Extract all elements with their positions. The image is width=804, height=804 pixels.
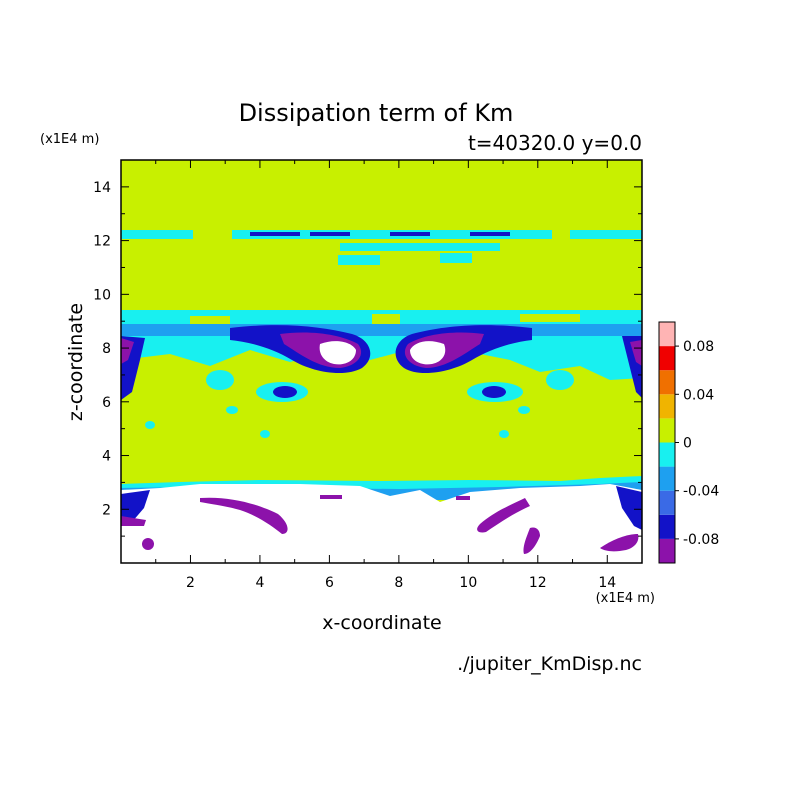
vortex-right-core [410,341,446,365]
colorbar-tick-label: -0.08 [683,532,719,548]
colorbar-swatch [659,490,675,515]
mid-blob [260,430,270,438]
x-unit-label: (x1E4 m) [596,591,655,606]
low-eddy [523,527,540,554]
colorbar-tick-label: 0.08 [683,339,714,355]
band-9-gap [190,316,230,324]
band-12-cyan-right [570,230,642,239]
low-eddy [200,497,288,534]
colorbar-swatch [659,418,675,443]
band-12-blue [310,232,350,236]
x-tick-label: 6 [325,575,334,591]
band-12-cyan [121,230,193,239]
chart-title: Dissipation term of Km [239,99,514,127]
low-eddy [600,534,639,552]
x-tick-label: 2 [186,575,195,591]
colorbar-tick-label: 0.04 [683,387,714,403]
colorbar-swatch [659,322,675,347]
y-tick-label: 2 [102,502,111,518]
vortex-left [230,325,371,374]
band-12-cyan-lower [340,243,500,251]
x-axis: 2 4 6 8 10 12 14 [155,160,616,591]
band-12-blue [250,232,300,236]
mid-blob [145,421,155,429]
mid-blob [546,370,574,390]
colorbar-swatch [659,370,675,395]
colorbar-swatch [659,466,675,491]
x-tick-label: 4 [255,575,264,591]
mid-level-features [145,370,574,438]
band-12-cyan-lower2 [338,255,380,265]
y-tick-label: 4 [102,449,111,465]
vortex-right [395,325,532,374]
mid-blob [499,430,509,438]
band-8-cyan-lower [121,336,642,380]
low-eddy-small [456,496,470,500]
y-tick-label: 8 [102,341,111,357]
y-tick-label: 12 [93,234,111,250]
low-eddy-small [320,495,342,499]
right-edge-purple [630,340,642,366]
x-tick-label: 14 [598,575,616,591]
band-9-gap [372,314,400,324]
source-file-label: ./jupiter_KmDisp.nc [457,653,642,675]
mid-blob [226,406,238,414]
plot-area [121,160,642,563]
plot-frame [120,159,643,564]
low-eddy [142,538,154,550]
low-right-blue [616,486,642,530]
mid-blob-blue [273,386,297,398]
colorbar-swatch [659,442,675,467]
colorbar-swatch [659,346,675,371]
low-eddy [477,498,530,533]
x-tick-label: 8 [394,575,403,591]
lower-undefined-region [121,484,642,563]
colorbar: 0.08 0.04 0 -0.04 -0.08 [658,321,719,564]
mid-blob [518,406,530,414]
band-12-cyan-lower3 [440,253,472,263]
y-axis-label: z-coordinate [65,303,87,421]
band-9-light-blue [121,324,642,336]
chart-subtitle: t=40320.0 y=0.0 [468,131,642,155]
y-tick-label: 14 [93,180,111,196]
mid-blob-blue [482,386,506,398]
surface-layer [121,476,642,563]
z-unit-label: (x1E4 m) [40,132,99,147]
colorbar-tick-label: -0.04 [683,484,719,500]
colorbar-swatch [659,514,675,539]
x-axis-label: x-coordinate [322,612,441,634]
band-12-blue [470,232,510,236]
band-12km [121,230,642,265]
vortex-left-core [319,341,356,365]
low-left-purple [121,516,146,526]
y-tick-label: 6 [102,395,111,411]
mid-blob [206,370,234,390]
low-left-blue [121,490,150,522]
band-9-gap [520,314,580,322]
colorbar-tick-label: 0 [683,436,692,452]
band-12-blue [390,232,430,236]
colorbar-swatch [659,394,675,419]
y-tick-label: 10 [93,287,111,303]
y-axis: 2 4 6 8 10 12 14 [93,180,642,537]
x-tick-label: 10 [459,575,477,591]
colorbar-swatch [659,538,675,563]
left-edge-purple [121,338,134,364]
x-tick-label: 12 [529,575,547,591]
